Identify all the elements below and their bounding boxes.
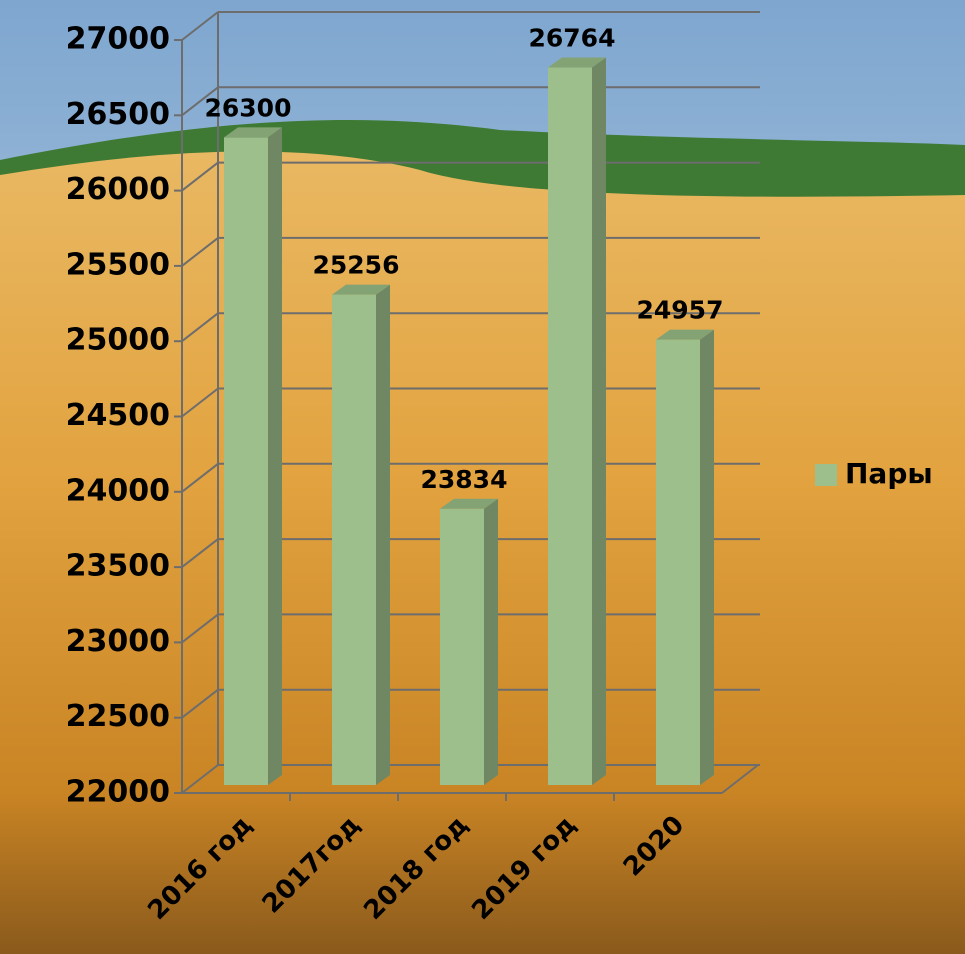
bar: [548, 57, 606, 785]
grid-line: [181, 764, 219, 794]
axis-line: [721, 764, 759, 794]
legend-label: Пары: [845, 457, 933, 490]
bar-top: [548, 57, 606, 68]
y-tick-label: 25500: [66, 247, 170, 282]
bar: [332, 284, 390, 785]
y-tick-label: 22000: [66, 775, 170, 810]
y-tick-label: 26000: [66, 172, 170, 207]
grid-line: [181, 463, 219, 493]
y-tick-label: 26500: [66, 97, 170, 132]
data-label: 26300: [205, 93, 292, 122]
bar: [656, 329, 714, 785]
bar-side: [700, 329, 714, 785]
bar: [440, 498, 498, 785]
y-tick-label: 24500: [66, 398, 170, 433]
bar-side: [268, 127, 282, 786]
legend-swatch: [815, 464, 837, 486]
grid-line: [181, 613, 219, 644]
bar-front: [548, 67, 592, 785]
grid-line: [181, 538, 219, 568]
y-tick-label: 23500: [66, 549, 170, 584]
y-tick-label: 24000: [66, 473, 170, 508]
data-label: 26764: [529, 24, 616, 53]
bar-front: [656, 339, 700, 785]
grid-line: [181, 161, 219, 192]
grid-line: [181, 11, 219, 41]
grid-line: [181, 312, 219, 342]
y-tick-label: 22500: [66, 699, 170, 734]
data-label: 25256: [313, 251, 400, 280]
bar-top: [440, 498, 498, 509]
grid-line: [181, 387, 219, 418]
grid-line: [181, 237, 219, 267]
data-label: 24957: [637, 296, 724, 325]
bar-top: [332, 284, 390, 295]
grid-line: [181, 86, 219, 117]
y-tick-label: 27000: [66, 22, 170, 57]
bar-front: [224, 137, 268, 786]
bar-front: [332, 294, 376, 785]
bar-front: [440, 508, 484, 785]
y-tick-label: 25000: [66, 323, 170, 358]
bar-side: [592, 57, 606, 785]
data-label: 23834: [421, 465, 508, 494]
bar-side: [376, 284, 390, 785]
bar-side: [484, 498, 498, 785]
y-tick-label: 23000: [66, 624, 170, 659]
bar-top: [224, 127, 282, 138]
grid-line: [181, 688, 219, 719]
bar: [224, 127, 282, 786]
bar-top: [656, 329, 714, 340]
